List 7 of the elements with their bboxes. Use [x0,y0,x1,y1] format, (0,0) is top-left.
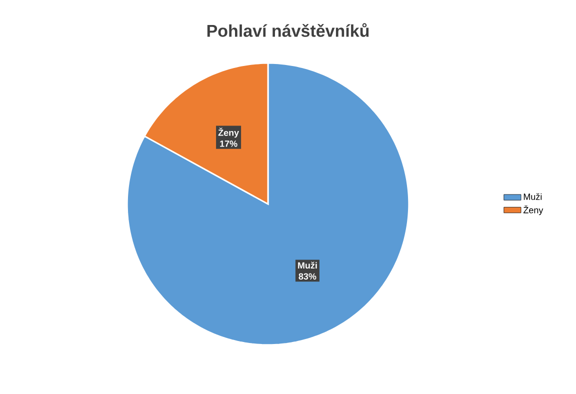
chart-title: Pohlaví návštěvníků [207,23,369,37]
slice-label: Ženy [218,128,239,138]
legend-label: Ženy [523,205,544,216]
legend-label: Muži [524,193,542,200]
data-label: 17% [220,140,238,147]
data-label: 83% [298,273,316,280]
slice-label: Muži [298,262,317,269]
